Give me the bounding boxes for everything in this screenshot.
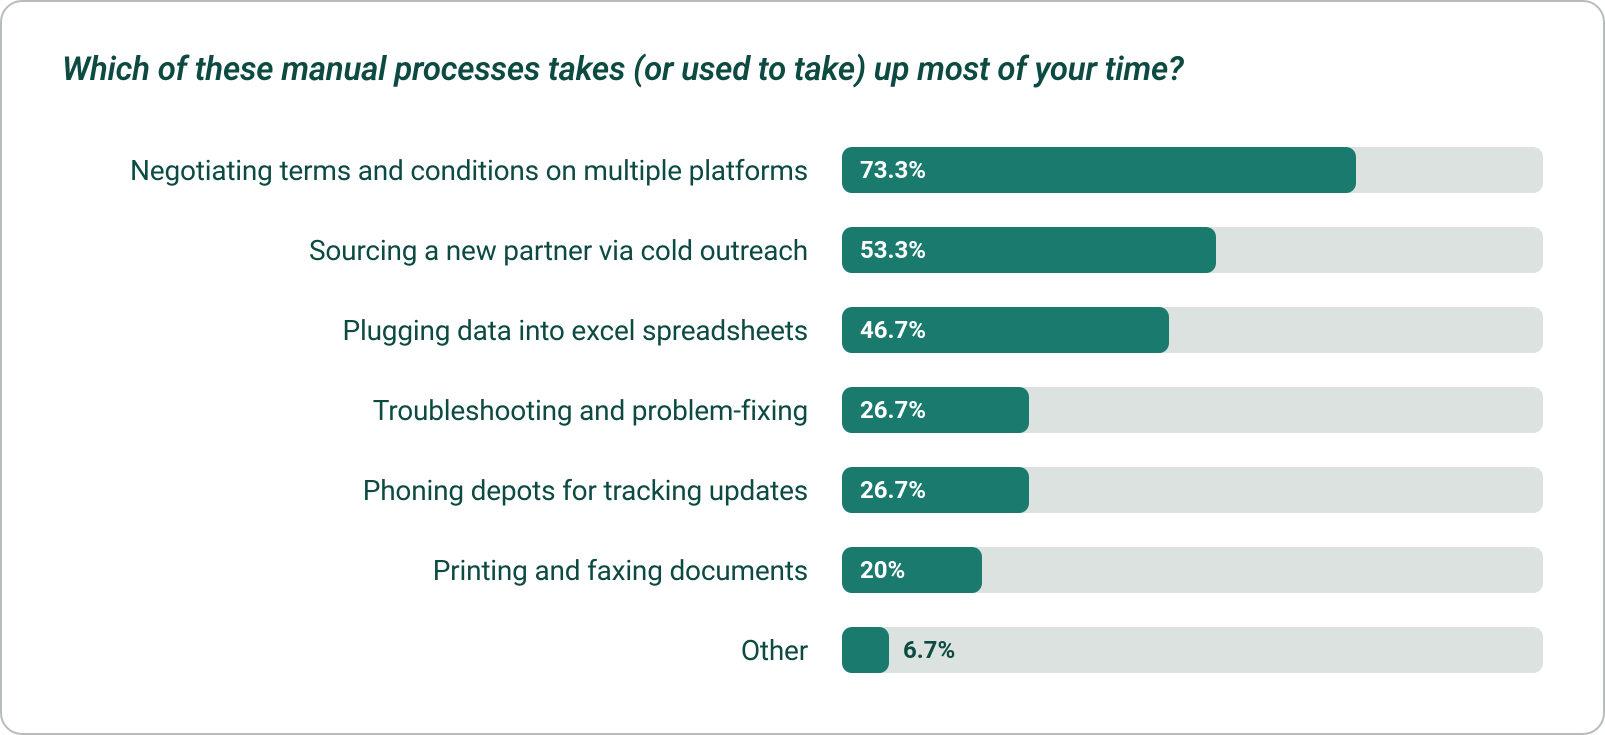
chart-row: Phoning depots for tracking updates26.7% (62, 467, 1543, 513)
bar-value: 53.3% (842, 236, 926, 264)
bar-label: Other (62, 634, 842, 667)
chart-rows: Negotiating terms and conditions on mult… (62, 147, 1543, 673)
chart-row: Other6.7% (62, 627, 1543, 673)
bar-track: 73.3% (842, 147, 1543, 193)
bar-value: 26.7% (842, 396, 926, 424)
bar-label: Printing and faxing documents (62, 554, 842, 587)
bar-fill: 26.7% (842, 467, 1029, 513)
bar-label: Sourcing a new partner via cold outreach (62, 234, 842, 267)
chart-title: Which of these manual processes takes (o… (62, 50, 1543, 89)
bar-value: 20% (842, 556, 905, 584)
bar-track: 46.7% (842, 307, 1543, 353)
bar-fill: 73.3% (842, 147, 1356, 193)
bar-track: 53.3% (842, 227, 1543, 273)
bar-track: 26.7% (842, 387, 1543, 433)
bar-label: Plugging data into excel spreadsheets (62, 314, 842, 347)
bar-value: 46.7% (842, 316, 926, 344)
bar-track: 26.7% (842, 467, 1543, 513)
chart-row: Negotiating terms and conditions on mult… (62, 147, 1543, 193)
bar-track: 20% (842, 547, 1543, 593)
chart-row: Sourcing a new partner via cold outreach… (62, 227, 1543, 273)
bar-value: 6.7% (889, 636, 955, 664)
chart-card: Which of these manual processes takes (o… (0, 0, 1605, 735)
bar-label: Troubleshooting and problem-fixing (62, 394, 842, 427)
bar-fill: 26.7% (842, 387, 1029, 433)
bar-fill: 53.3% (842, 227, 1216, 273)
chart-row: Printing and faxing documents20% (62, 547, 1543, 593)
bar-track: 6.7% (842, 627, 1543, 673)
bar-value: 73.3% (842, 156, 926, 184)
bar-value: 26.7% (842, 476, 926, 504)
chart-row: Plugging data into excel spreadsheets46.… (62, 307, 1543, 353)
bar-label: Negotiating terms and conditions on mult… (62, 154, 842, 187)
bar-fill: 6.7% (842, 627, 889, 673)
bar-label: Phoning depots for tracking updates (62, 474, 842, 507)
bar-fill: 20% (842, 547, 982, 593)
chart-row: Troubleshooting and problem-fixing26.7% (62, 387, 1543, 433)
bar-fill: 46.7% (842, 307, 1169, 353)
